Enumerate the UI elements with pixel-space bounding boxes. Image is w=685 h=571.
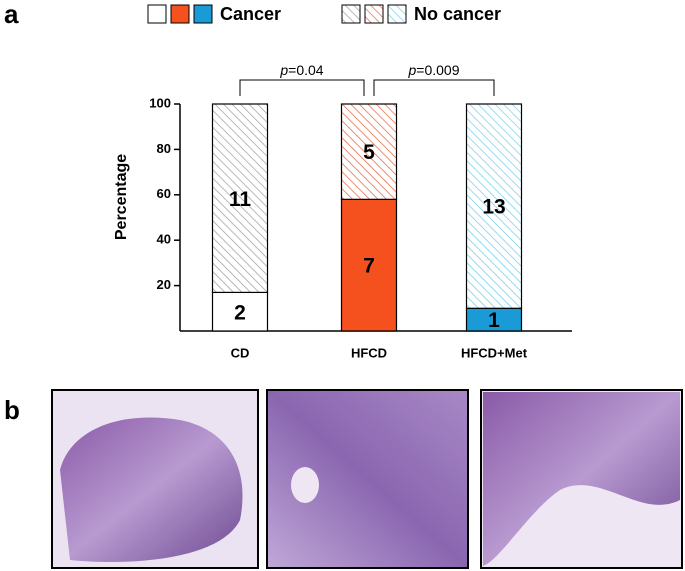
count-label: 11	[229, 188, 252, 211]
p-symbol: p	[407, 62, 416, 78]
micrograph	[266, 389, 469, 569]
y-tick-label: 20	[157, 277, 171, 292]
count-label: 5	[363, 141, 375, 164]
x-tick-label: HFCD+Met	[461, 345, 528, 360]
significance-bracket	[239, 79, 365, 96]
count-label: 13	[482, 196, 505, 219]
y-tick-label: 40	[157, 232, 171, 247]
bar-segment	[211, 291, 269, 332]
significance-label: p=0.009	[407, 62, 459, 78]
legend-swatch	[193, 4, 213, 24]
micrograph	[480, 389, 683, 569]
legend-swatch	[147, 4, 167, 24]
panel-label: b	[4, 395, 20, 425]
count-label: 7	[363, 255, 375, 278]
micrograph	[51, 389, 259, 569]
x-tick-label: CD	[231, 345, 250, 360]
bar-segment	[465, 103, 523, 309]
y-tick-label: 80	[157, 141, 171, 156]
legend-swatch	[170, 4, 190, 24]
count-label: 2	[234, 301, 246, 324]
significance-label: p=0.04	[279, 62, 323, 78]
panel-label: a	[4, 0, 19, 29]
bar-segment	[211, 103, 269, 294]
legend-label: Cancer	[220, 4, 281, 24]
p-value: =0.04	[288, 62, 324, 78]
legend-swatch	[364, 4, 384, 24]
bar-segment	[340, 198, 398, 332]
legend-label: No cancer	[414, 4, 501, 24]
count-label: 1	[488, 309, 500, 332]
legend-swatch	[341, 4, 361, 24]
p-value: =0.009	[416, 62, 459, 78]
bar-segment	[340, 103, 398, 200]
x-tick-label: HFCD	[351, 345, 387, 360]
legend-swatch	[387, 4, 407, 24]
y-tick-label: 100	[149, 95, 171, 110]
y-axis-label: Percentage	[113, 154, 130, 240]
significance-bracket	[373, 79, 495, 96]
y-tick-label: 60	[157, 186, 171, 201]
p-symbol: p	[279, 62, 288, 78]
